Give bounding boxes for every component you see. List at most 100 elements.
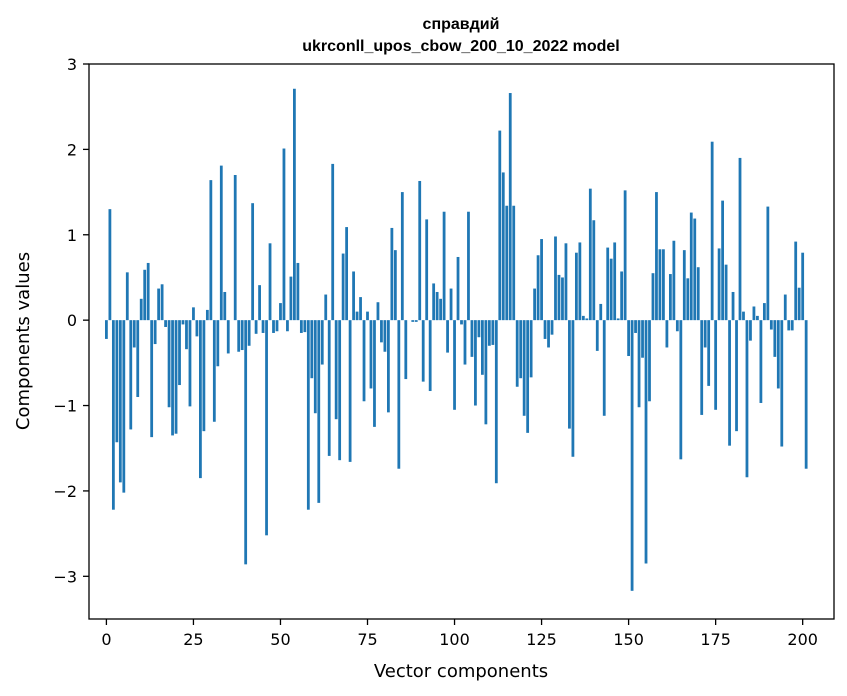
bar	[338, 320, 342, 461]
bar	[362, 320, 366, 402]
x-tick-label: 100	[439, 630, 470, 649]
bar	[425, 219, 429, 321]
x-axis-ticks: 0 25 50 75 100 125 150 175 200	[101, 619, 818, 649]
bar	[265, 320, 268, 536]
bar	[160, 284, 164, 321]
x-tick-label: 150	[613, 630, 644, 649]
y-tick-label: −2	[53, 482, 77, 501]
bar	[620, 271, 624, 321]
y-tick-label: 2	[67, 140, 77, 159]
bar	[574, 252, 578, 321]
bar	[491, 320, 495, 345]
bar	[498, 130, 502, 321]
bar	[428, 320, 432, 392]
bar	[411, 320, 415, 322]
bar	[769, 320, 773, 330]
bar	[630, 320, 634, 591]
bar	[533, 288, 536, 321]
bar	[581, 315, 585, 321]
bar	[237, 320, 241, 352]
bar	[561, 277, 564, 321]
bar	[682, 250, 686, 321]
bar	[717, 248, 721, 321]
bar	[668, 274, 672, 321]
bar	[794, 241, 798, 321]
y-tick-label: 1	[67, 226, 77, 245]
bar	[376, 302, 380, 321]
bar	[136, 320, 140, 397]
bar	[233, 175, 237, 321]
bar	[776, 320, 780, 389]
bar	[745, 320, 749, 478]
bar	[529, 320, 533, 378]
bar	[759, 320, 763, 403]
bar	[279, 303, 282, 321]
bar	[289, 276, 293, 321]
bar	[164, 320, 167, 327]
bar	[477, 320, 481, 338]
bar	[616, 318, 620, 321]
bar	[592, 220, 596, 321]
bar	[383, 320, 387, 352]
bar	[334, 320, 338, 420]
bar	[613, 242, 617, 321]
bar	[178, 320, 181, 386]
bar	[588, 188, 592, 321]
bar	[313, 320, 317, 414]
bar	[293, 88, 296, 321]
bar	[404, 320, 408, 380]
bar-series	[105, 88, 808, 591]
bar	[139, 298, 143, 321]
bar	[261, 320, 265, 333]
bar	[780, 320, 784, 447]
bar	[790, 320, 794, 331]
bar	[460, 320, 463, 325]
bar	[118, 320, 122, 483]
bar	[595, 320, 599, 351]
bar	[658, 249, 662, 321]
y-tick-label: −3	[53, 567, 77, 586]
bar	[453, 320, 456, 410]
bar	[254, 320, 258, 334]
bar	[470, 320, 474, 357]
bar	[310, 320, 314, 379]
bar	[442, 211, 446, 321]
bar	[700, 320, 704, 415]
y-tick-label: 0	[67, 311, 77, 330]
bar	[115, 320, 119, 443]
bar	[679, 320, 683, 460]
bar	[540, 239, 543, 321]
bar	[655, 192, 658, 321]
bar	[390, 227, 394, 321]
bar	[435, 291, 439, 321]
bar	[216, 320, 220, 367]
bar	[543, 320, 547, 339]
bar	[192, 307, 195, 321]
bar	[783, 294, 787, 321]
bar	[355, 311, 359, 321]
bar	[742, 311, 745, 321]
y-axis-ticks: −3 −2 −1 0 1 2 3	[53, 55, 89, 586]
bar	[522, 320, 526, 416]
bar	[359, 297, 362, 321]
bar	[202, 320, 206, 432]
bar	[550, 320, 554, 335]
bar	[258, 285, 261, 321]
chart-title-line2: ukrconll_upos_cbow_200_10_2022 model	[302, 38, 619, 55]
bar	[547, 320, 550, 348]
bar	[501, 172, 505, 321]
bar	[804, 320, 808, 469]
bar	[644, 320, 648, 564]
bar	[564, 243, 568, 321]
bar	[150, 320, 154, 438]
bar	[703, 320, 707, 348]
bar	[474, 320, 477, 406]
bar	[352, 271, 355, 321]
bar	[108, 209, 112, 321]
bar	[609, 258, 613, 321]
bar	[421, 320, 425, 382]
y-axis-label: Components values	[13, 252, 34, 430]
bar	[797, 287, 801, 321]
bar	[306, 320, 310, 510]
